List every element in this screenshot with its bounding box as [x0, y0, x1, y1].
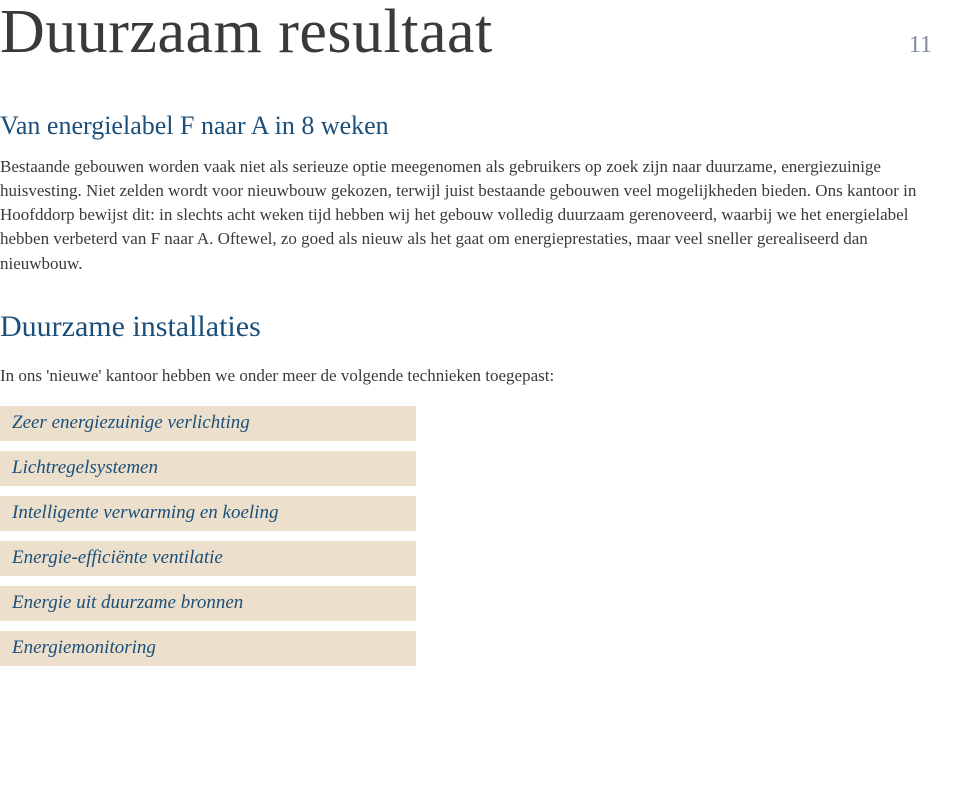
- body-paragraph: Bestaande gebouwen worden vaak niet als …: [0, 155, 940, 276]
- technique-list: Zeer energiezuinige verlichting Lichtreg…: [0, 406, 960, 666]
- section-intro: In ons 'nieuwe' kantoor hebben we onder …: [0, 364, 960, 388]
- list-item: Lichtregelsystemen: [0, 451, 416, 486]
- list-item: Zeer energiezuinige verlichting: [0, 406, 416, 441]
- page-title: Duurzaam resultaat: [0, 0, 493, 65]
- page-number: 11: [909, 24, 932, 59]
- section-heading: Duurzame installaties: [0, 310, 960, 344]
- title-bar: Duurzaam resultaat 11: [0, 0, 960, 65]
- list-item: Energie uit duurzame bronnen: [0, 586, 416, 621]
- section-subtitle: Van energielabel F naar A in 8 weken: [0, 111, 960, 141]
- list-item: Energiemonitoring: [0, 631, 416, 666]
- page-root: Duurzaam resultaat 11 Van energielabel F…: [0, 0, 960, 666]
- list-item: Intelligente verwarming en koeling: [0, 496, 416, 531]
- list-item: Energie-efficiënte ventilatie: [0, 541, 416, 576]
